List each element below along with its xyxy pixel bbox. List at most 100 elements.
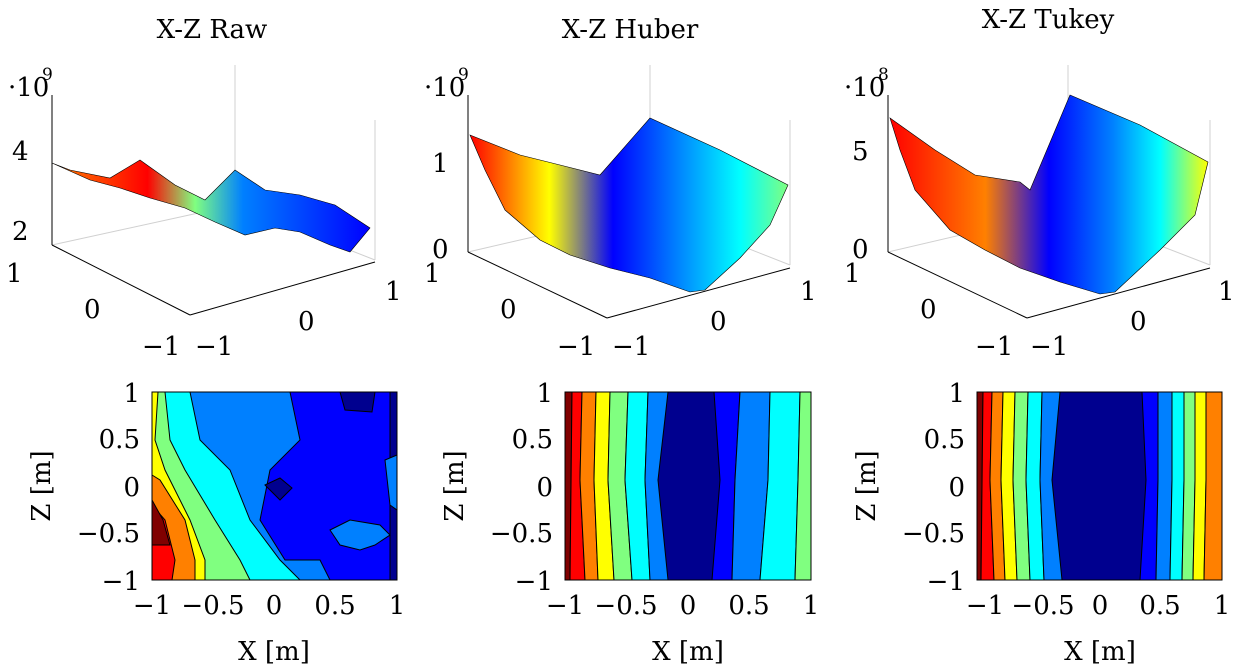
svg-text:0: 0 [1130, 307, 1147, 337]
surface-title: X-Z Raw [157, 15, 268, 45]
y-axis-label: Z [m] [27, 450, 57, 521]
svg-text:1: 1 [1218, 277, 1235, 307]
x-axis-label: X [m] [238, 637, 310, 667]
svg-text:0.5: 0.5 [99, 425, 140, 455]
z-multiplier: ·10 9 [8, 65, 53, 103]
svg-text:0: 0 [948, 473, 965, 503]
svg-text:0.5: 0.5 [728, 591, 769, 621]
svg-text:9: 9 [42, 65, 53, 85]
contour-plot-huber: 1 0.5 0 −0.5 −1 −1 −0.5 0 0.5 1 X [m] Z … [440, 379, 819, 667]
svg-text:1: 1 [385, 277, 402, 307]
svg-text:1: 1 [1214, 591, 1231, 621]
contour-plot-tukey: 1 0.5 0 −0.5 −1 −1 −0.5 0 0.5 1 X [m] Z … [852, 379, 1230, 667]
svg-text:−1: −1 [102, 567, 140, 597]
svg-text:0: 0 [680, 591, 697, 621]
x-axis-label: X [m] [652, 637, 724, 667]
svg-text:0: 0 [84, 295, 101, 325]
svg-text:−1: −1 [133, 591, 171, 621]
svg-text:−0.5: −0.5 [1011, 591, 1074, 621]
svg-text:0.5: 0.5 [314, 591, 355, 621]
svg-text:5: 5 [852, 137, 869, 167]
svg-text:2: 2 [12, 217, 29, 247]
contour-level-2 [329, 519, 391, 551]
svg-text:−1: −1 [1030, 332, 1068, 362]
svg-text:−0.5: −0.5 [490, 519, 553, 549]
svg-text:1: 1 [844, 259, 861, 289]
contour-level-4 [1181, 391, 1196, 581]
contour-frame [151, 391, 398, 581]
svg-text:0: 0 [266, 591, 283, 621]
svg-text:−1: −1 [966, 591, 1004, 621]
svg-text:1: 1 [948, 379, 965, 409]
surface-plot-tukey: X-Z Tukey ·10 8 5 0 1 0 −1 −1 0 1 [844, 5, 1235, 362]
surface-title: X-Z Tukey [982, 5, 1115, 35]
surface-axes [51, 95, 376, 316]
svg-text:−1: −1 [927, 567, 965, 597]
svg-text:·10: ·10 [844, 73, 885, 103]
y-axis-label: Z [m] [440, 450, 470, 521]
svg-text:·10: ·10 [424, 73, 465, 103]
svg-text:0.5: 0.5 [924, 425, 965, 455]
svg-text:−1: −1 [557, 332, 595, 362]
surface-ticks: 5 0 1 0 −1 −1 0 1 [844, 137, 1235, 362]
svg-text:0: 0 [710, 307, 727, 337]
svg-text:−1: −1 [975, 332, 1013, 362]
svg-text:8: 8 [878, 65, 889, 85]
svg-text:0: 0 [123, 473, 140, 503]
contour-yticks: 1 0.5 0 −0.5 −1 [902, 379, 965, 597]
surface-plot-huber: X-Z Huber ·10 9 1 0 1 0 −1 −1 0 1 [424, 15, 817, 362]
svg-text:−1: −1 [546, 591, 584, 621]
svg-text:−1: −1 [195, 332, 233, 362]
contour-regions [151, 391, 398, 581]
surface-ticks: 1 0 1 0 −1 −1 0 1 [424, 149, 817, 362]
contour-level-3 [1169, 391, 1185, 581]
contour-regions [976, 391, 1223, 581]
contour-plot-raw: 1 0.5 0 −0.5 −1 −1 −0.5 0 0.5 1 X [m] Z … [27, 379, 405, 667]
contour-level-5 [1192, 391, 1207, 581]
svg-text:0: 0 [432, 235, 449, 265]
contour-frame [564, 391, 812, 581]
contour-frame [976, 391, 1223, 581]
svg-text:0.5: 0.5 [1139, 591, 1180, 621]
contour-xticks: −1 −0.5 0 0.5 1 [966, 591, 1230, 621]
surface-ticks: 4 2 1 0 −1 −1 0 1 [6, 137, 402, 362]
svg-text:0: 0 [500, 295, 517, 325]
surface-mesh [469, 117, 789, 293]
surface-axes [467, 95, 791, 319]
svg-text:1: 1 [123, 379, 140, 409]
svg-text:−1: −1 [612, 332, 650, 362]
contour-level-6 [1203, 391, 1223, 581]
surface-mesh [51, 159, 371, 253]
x-axis-label: X [m] [1064, 637, 1136, 667]
svg-text:1: 1 [6, 259, 23, 289]
contour-level-0 [264, 477, 293, 501]
svg-text:0.5: 0.5 [512, 425, 553, 455]
svg-text:−0.5: −0.5 [594, 591, 657, 621]
svg-text:0: 0 [536, 473, 553, 503]
svg-text:1: 1 [389, 591, 406, 621]
contour-xticks: −1 −0.5 0 0.5 1 [546, 591, 819, 621]
surface-title: X-Z Huber [562, 15, 699, 45]
contour-level-2 [1155, 391, 1173, 581]
surface-axes [887, 95, 1211, 319]
svg-text:−0.5: −0.5 [902, 519, 965, 549]
svg-text:0: 0 [298, 307, 315, 337]
contour-yticks: 1 0.5 0 −0.5 −1 [77, 379, 140, 597]
svg-text:9: 9 [458, 65, 469, 85]
svg-text:0: 0 [1092, 591, 1109, 621]
surface-plot-raw: X-Z Raw ·10 9 4 2 1 0 −1 −1 0 1 [6, 15, 402, 362]
z-multiplier: ·10 9 [424, 65, 469, 103]
svg-text:1: 1 [800, 277, 817, 307]
y-axis-label: Z [m] [852, 450, 882, 521]
surface-mesh [889, 94, 1209, 295]
svg-text:1: 1 [536, 379, 553, 409]
svg-text:1: 1 [432, 149, 449, 179]
svg-text:1: 1 [803, 591, 820, 621]
svg-text:0: 0 [852, 235, 869, 265]
z-multiplier: ·10 8 [844, 65, 889, 103]
svg-text:0: 0 [920, 295, 937, 325]
svg-text:−0.5: −0.5 [77, 519, 140, 549]
contour-xticks: −1 −0.5 0 0.5 1 [133, 591, 405, 621]
contour-yticks: 1 0.5 0 −0.5 −1 [490, 379, 553, 597]
svg-text:−0.5: −0.5 [181, 591, 244, 621]
